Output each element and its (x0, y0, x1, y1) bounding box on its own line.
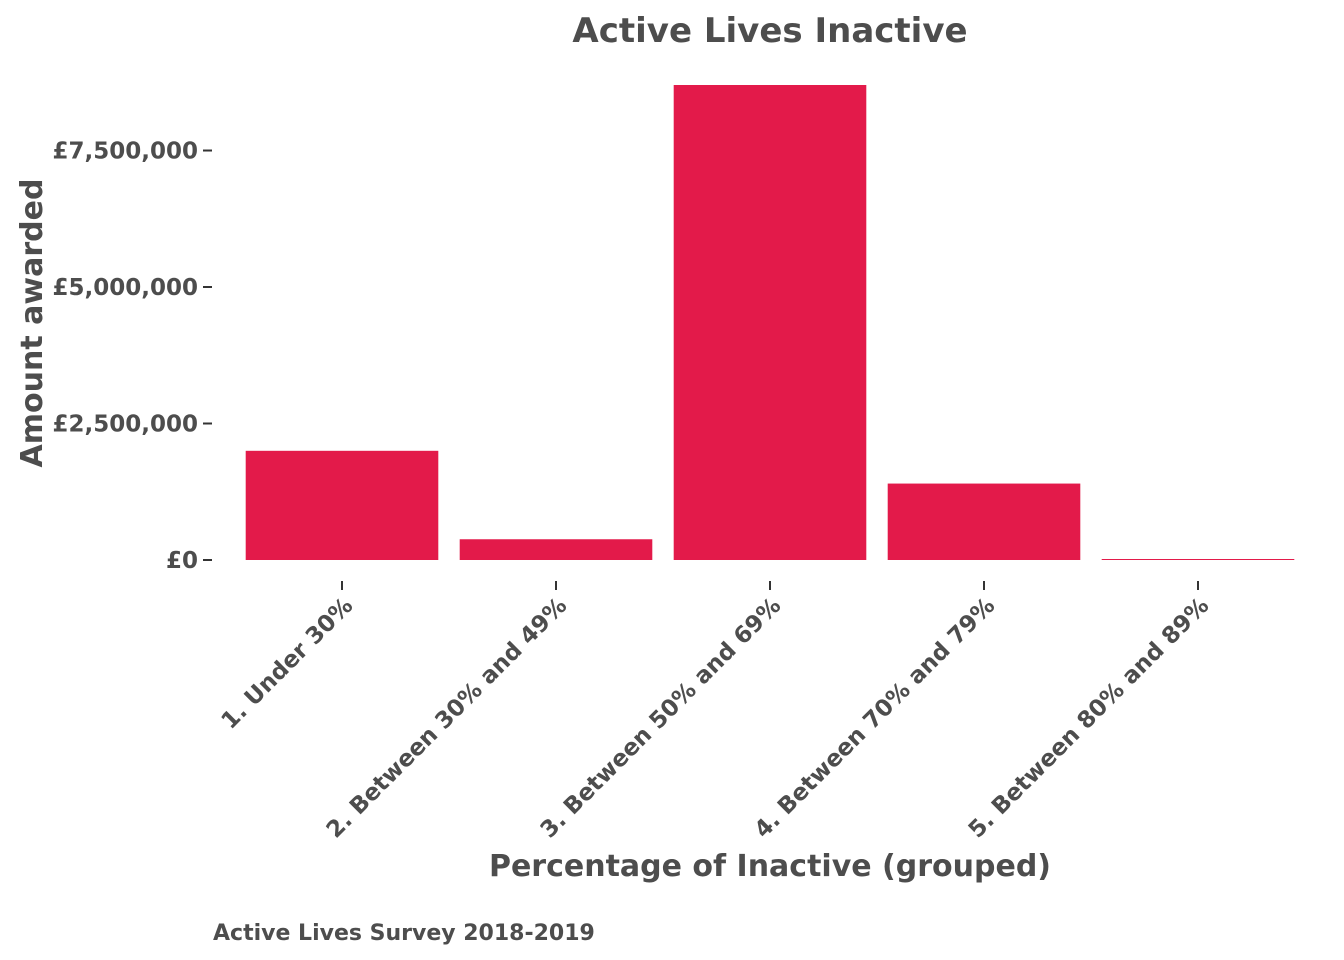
x-axis-title: Percentage of Inactive (grouped) (489, 849, 1051, 884)
x-tick-label: 3. Between 50% and 69% (536, 593, 786, 843)
bar-4 (887, 483, 1081, 560)
chart-caption: Active Lives Survey 2018-2019 (213, 921, 595, 946)
x-tick-label: 4. Between 70% and 79% (750, 593, 1000, 843)
x-tick-label: 5. Between 80% and 89% (964, 593, 1214, 843)
x-tick-label: 2. Between 30% and 49% (322, 593, 572, 843)
y-axis: £0 £2,500,000 £5,000,000 £7,500,000 (52, 139, 212, 574)
y-tick-label: £7,500,000 (52, 139, 198, 165)
bar-5 (1101, 559, 1295, 560)
chart-title: Active Lives Inactive (572, 11, 967, 51)
bar-1 (245, 450, 439, 560)
bar-3 (673, 85, 867, 560)
bars-group (245, 85, 1295, 560)
y-tick-label: £2,500,000 (52, 412, 198, 438)
y-tick-label: £0 (166, 548, 198, 574)
x-axis: 1. Under 30%2. Between 30% and 49%3. Bet… (217, 581, 1214, 843)
y-axis-title: Amount awarded (15, 179, 50, 468)
y-tick-label: £5,000,000 (52, 275, 198, 301)
x-tick-label: 1. Under 30% (217, 593, 359, 735)
bar-2 (459, 539, 653, 560)
